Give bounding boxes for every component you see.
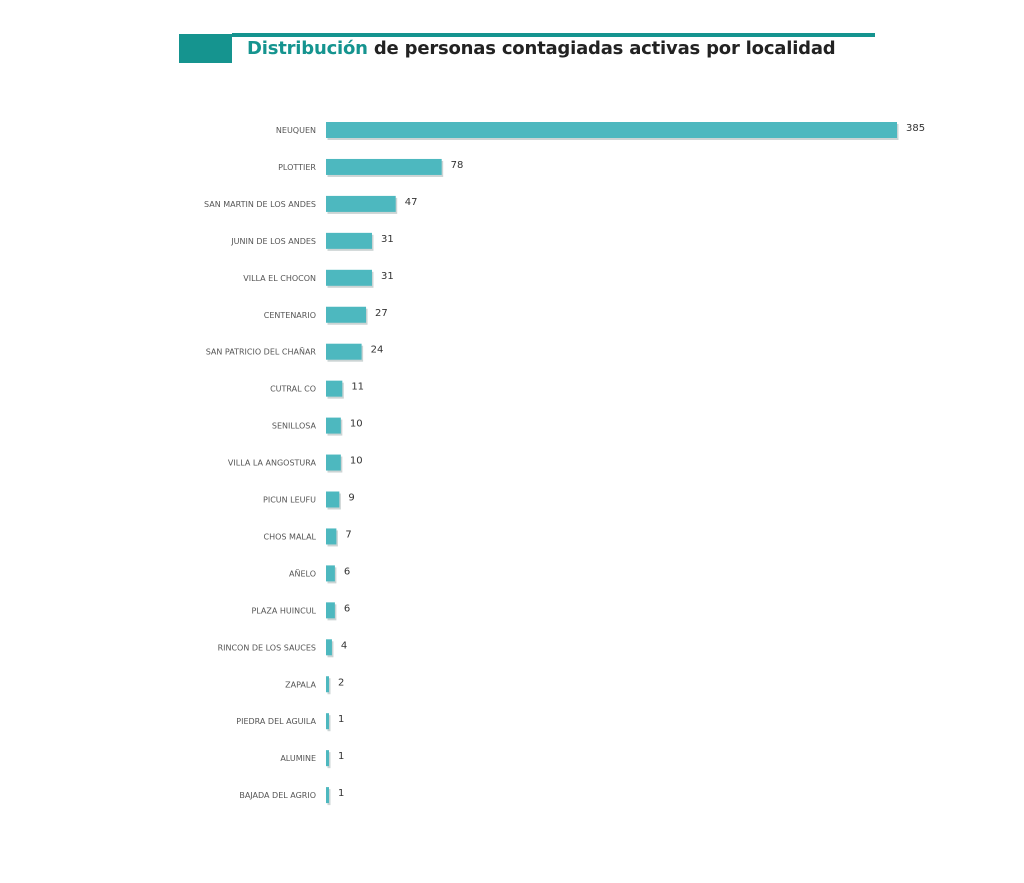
data-label: 47: [405, 197, 418, 208]
category-label: SAN MARTIN DE LOS ANDES: [204, 200, 316, 209]
title-highlight: Distribución: [247, 38, 368, 59]
bar: [326, 602, 335, 619]
bar: [326, 676, 329, 693]
bar: [326, 750, 329, 767]
title-rest: de personas contagiadas activas por loca…: [373, 38, 836, 59]
data-label: 10: [350, 419, 363, 430]
data-label: 31: [381, 271, 394, 282]
bar: [326, 528, 337, 545]
title-accent-block: [179, 34, 232, 63]
category-label: PICUN LEUFU: [263, 496, 316, 505]
bar: [326, 417, 341, 434]
data-label: 2: [338, 677, 344, 688]
category-label: CUTRAL CO: [270, 385, 316, 394]
data-label: 1: [338, 788, 344, 799]
data-label: 385: [906, 123, 925, 134]
bar: [326, 787, 329, 804]
bar: [326, 565, 335, 582]
bar: [326, 195, 396, 212]
category-label: ZAPALA: [285, 680, 316, 689]
data-label: 1: [338, 751, 344, 762]
bar: [326, 639, 332, 656]
data-label: 7: [345, 529, 351, 540]
chart-title: Distribución de personas contagiadas act…: [247, 38, 836, 59]
data-label: 10: [350, 456, 363, 467]
category-label: VILLA LA ANGOSTURA: [228, 459, 317, 468]
category-label: PLOTTIER: [278, 163, 316, 172]
category-label: PLAZA HUINCUL: [251, 606, 316, 615]
category-label: CENTENARIO: [264, 311, 316, 320]
data-label: 78: [451, 160, 464, 171]
category-label: JUNIN DE LOS ANDES: [230, 237, 316, 246]
data-label: 24: [371, 345, 384, 356]
category-label: SENILLOSA: [272, 422, 317, 431]
data-label: 6: [344, 603, 350, 614]
bar: [326, 713, 329, 730]
category-label: NEUQUEN: [276, 126, 316, 135]
bar: [326, 454, 341, 471]
data-label: 6: [344, 566, 350, 577]
data-label: 11: [351, 382, 364, 393]
bar: [326, 232, 372, 249]
bar: [326, 306, 367, 323]
bar: [326, 491, 340, 508]
category-label: CHOS MALAL: [264, 532, 317, 541]
bar: [326, 269, 372, 286]
category-label: VILLA EL CHOCON: [243, 274, 316, 283]
category-label: SAN PATRICIO DEL CHAÑAR: [206, 347, 317, 357]
title-accent-line: [232, 33, 875, 37]
bar: [326, 343, 362, 360]
bar: [326, 158, 442, 175]
bar: [326, 380, 343, 397]
category-label: AÑELO: [289, 568, 316, 578]
category-label: PIEDRA DEL AGUILA: [236, 717, 316, 726]
data-label: 31: [381, 234, 394, 245]
data-label: 9: [348, 493, 354, 504]
data-label: 1: [338, 714, 344, 725]
category-label: BAJADA DEL AGRIO: [239, 791, 316, 800]
category-label: ALUMINE: [280, 754, 316, 763]
bar: [326, 122, 897, 138]
data-label: 4: [341, 640, 347, 651]
category-label: RINCON DE LOS SAUCES: [218, 643, 316, 652]
data-label: 27: [375, 308, 388, 319]
